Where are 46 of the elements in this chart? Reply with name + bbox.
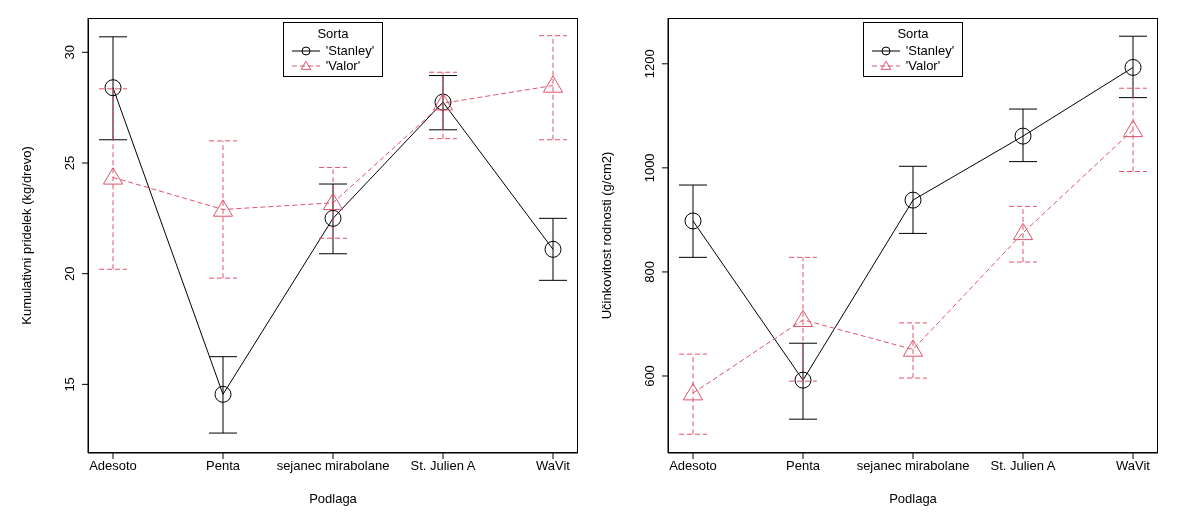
x-tick-label: sejanec mirabolane [276,458,390,474]
point [1014,127,1032,145]
y-tick-label: 25 [62,155,77,171]
point [542,75,564,93]
point [684,212,702,230]
point [794,371,812,389]
x-tick-label: St. Julien A [410,458,476,474]
point [104,79,122,97]
legend-label: 'Valor' [325,58,361,73]
point [1012,222,1034,241]
y-axis-title: Učinkovitost rodnosti (g/cm2) [598,151,614,320]
y-tick-label: 1200 [642,49,657,79]
point [792,309,814,328]
point [102,167,124,185]
y-tick-label: 30 [62,45,77,60]
x-axis-title: Podlaga [309,491,358,506]
y-tick-label: 15 [62,377,77,392]
y-axis-title: Kumulativni pridelek (kg/drevo) [18,146,34,325]
legend-label: 'Stanley' [325,43,375,58]
point [212,199,234,217]
x-tick-label: sejanec mirabolane [856,458,970,474]
point [1124,58,1142,76]
x-axis-title: Podlaga [889,491,938,506]
y-tick-label: 600 [642,365,657,387]
x-tick-label: WaVit [1116,458,1151,474]
point [904,191,922,209]
y-tick-label: 800 [642,261,657,283]
point [902,339,924,357]
legend-label: 'Valor' [905,58,941,73]
point [324,209,342,227]
x-tick-label: Adesoto [669,458,717,474]
point [214,385,232,403]
x-tick-label: Penta [786,458,821,474]
x-tick-label: St. Julien A [990,458,1056,474]
point [322,192,344,211]
x-tick-label: WaVit [536,458,571,474]
x-tick-label: Penta [206,458,241,474]
x-tick-label: Adesoto [89,458,137,474]
legend-title: Sorta [896,26,930,41]
legend-label: 'Stanley' [905,43,955,58]
point [544,240,562,258]
point [682,383,704,401]
y-tick-label: 1000 [642,153,657,183]
point [1122,119,1144,138]
legend-title: Sorta [316,26,350,41]
y-tick-label: 20 [62,266,77,281]
